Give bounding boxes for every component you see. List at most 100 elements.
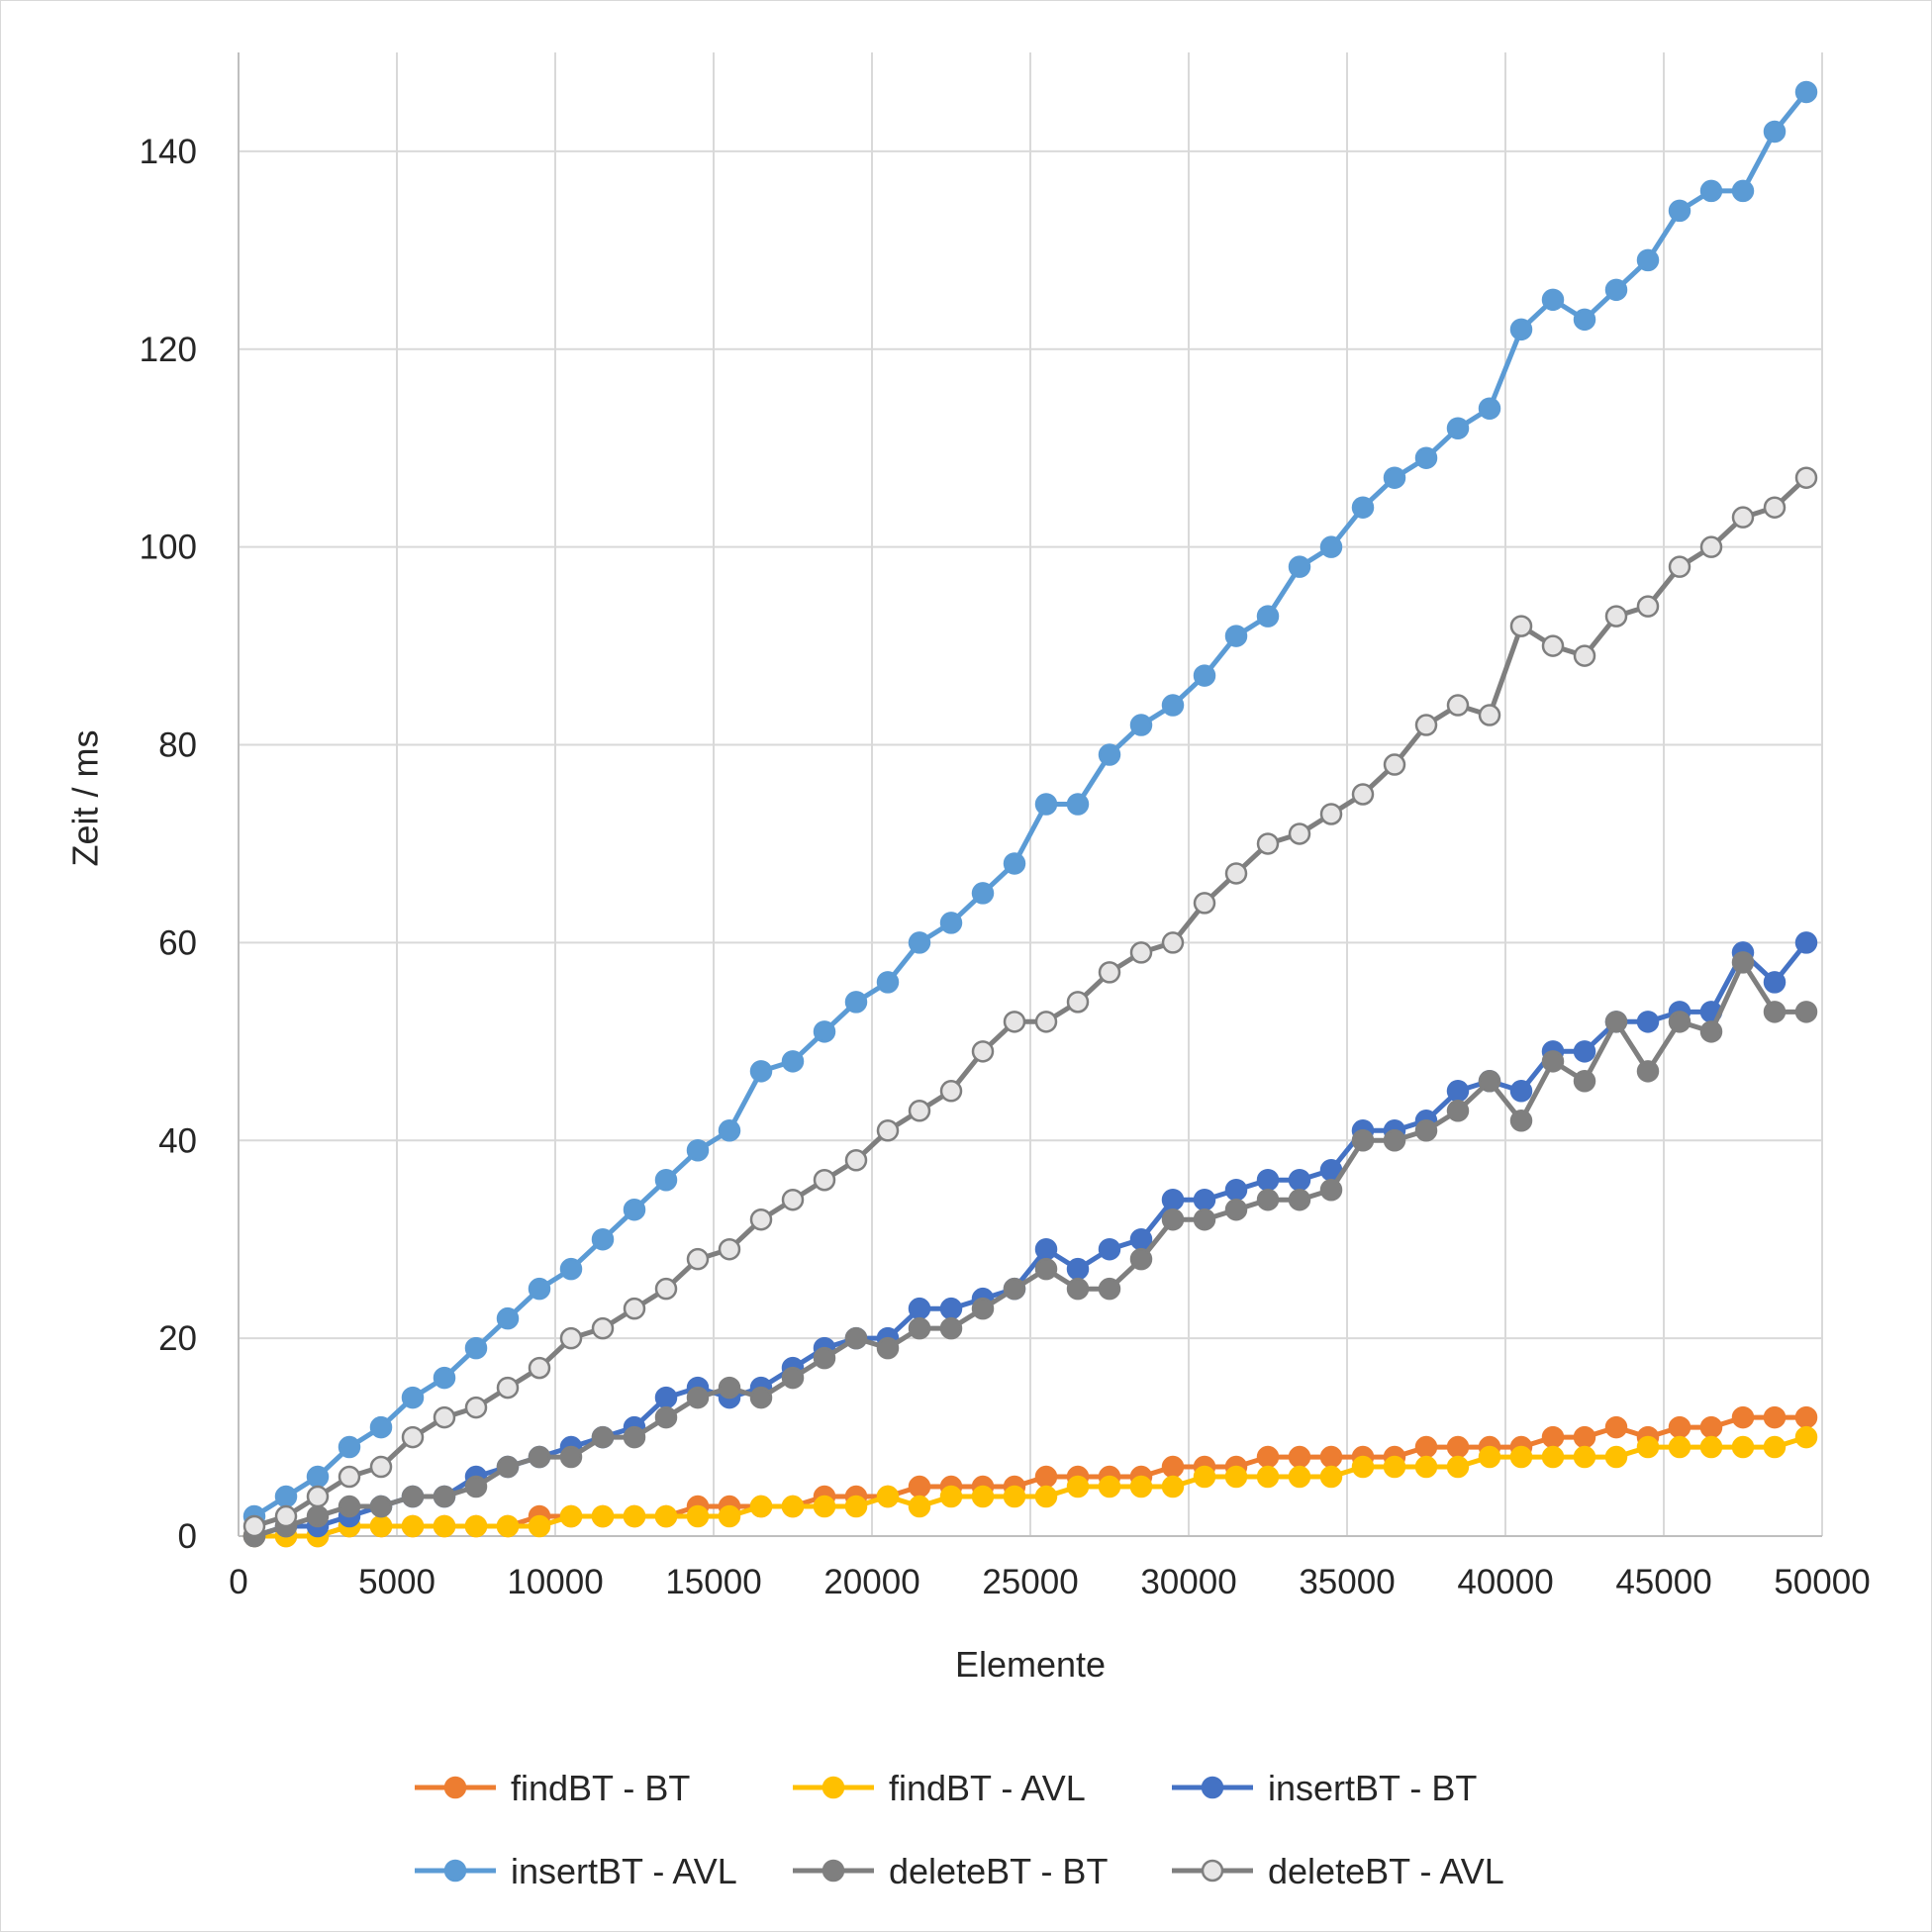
data-point: [1066, 991, 1090, 1014]
data-point: [718, 1376, 741, 1400]
legend-marker: [1201, 1776, 1224, 1799]
data-point: [1319, 1465, 1343, 1489]
y-tick-label: 60: [158, 923, 197, 962]
data-point: [1763, 1405, 1787, 1429]
data-point: [908, 1100, 931, 1122]
data-point: [1098, 1237, 1121, 1261]
data-point: [496, 1514, 520, 1538]
data-point: [401, 1425, 425, 1449]
data-point: [1003, 1011, 1026, 1033]
data-point: [464, 1396, 488, 1419]
data-point: [401, 1485, 425, 1508]
data-point: [1161, 931, 1185, 954]
data-point: [908, 1297, 931, 1320]
data-point: [1794, 1425, 1818, 1449]
x-tick-label: 5000: [358, 1563, 435, 1601]
data-point: [623, 1198, 646, 1221]
data-point: [401, 1386, 425, 1409]
data-point: [908, 1316, 931, 1340]
data-point: [686, 1139, 710, 1162]
data-point: [686, 1247, 710, 1271]
data-point: [1478, 1070, 1501, 1093]
data-point: [939, 1297, 963, 1320]
data-point: [1668, 1415, 1691, 1439]
data-point: [939, 1316, 963, 1340]
data-point: [1763, 496, 1787, 519]
data-point: [559, 1504, 583, 1528]
data-point: [1636, 595, 1660, 618]
data-point: [939, 912, 963, 934]
data-point: [1351, 783, 1375, 806]
data-point: [1509, 1445, 1533, 1469]
data-point: [1129, 1247, 1153, 1271]
data-point: [844, 1326, 868, 1350]
data-point: [369, 1415, 393, 1439]
data-point: [1604, 1415, 1628, 1439]
data-point: [1699, 1020, 1723, 1043]
data-point: [1066, 1257, 1090, 1281]
data-point: [1794, 931, 1818, 954]
legend-item: deleteBT - BT: [793, 1851, 1108, 1891]
data-point: [1161, 1188, 1185, 1211]
y-tick-label: 40: [158, 1121, 197, 1160]
tick-labels: 0 5000 10000 15000 20000 25000 30000 35000 40000…: [140, 133, 1871, 1601]
data-point: [528, 1356, 551, 1380]
data-point: [1193, 664, 1216, 687]
data-point: [1731, 179, 1755, 203]
data-point: [1098, 961, 1121, 984]
data-point: [274, 1504, 298, 1528]
data-point: [1763, 971, 1787, 994]
data-point: [781, 1050, 805, 1073]
data-point: [1129, 941, 1153, 964]
data-point: [1794, 80, 1818, 104]
data-point: [1383, 1455, 1406, 1479]
data-point: [1509, 1110, 1533, 1132]
data-point: [908, 931, 931, 954]
data-point: [274, 1485, 298, 1508]
data-point: [1161, 1208, 1185, 1231]
data-point: [496, 1306, 520, 1330]
data-point: [433, 1485, 456, 1508]
data-point: [654, 1277, 678, 1301]
data-point: [654, 1504, 678, 1528]
data-point: [1129, 1475, 1153, 1498]
data-point: [971, 1040, 995, 1063]
data-point: [528, 1445, 551, 1469]
x-tick-label: 25000: [982, 1563, 1078, 1601]
data-point: [623, 1425, 646, 1449]
data-point: [1446, 1080, 1470, 1103]
y-axis-title: Zeit / ms: [65, 729, 106, 866]
data-point: [1256, 1465, 1280, 1489]
data-point: [813, 1168, 836, 1192]
data-point: [1668, 199, 1691, 223]
data-point: [654, 1168, 678, 1192]
data-point: [306, 1504, 330, 1528]
data-point: [971, 882, 995, 905]
y-tick-label: 140: [140, 133, 197, 171]
data-point: [1383, 753, 1406, 776]
series-deletebt-avl: [242, 466, 1818, 1538]
data-point: [1066, 793, 1090, 816]
data-point: [1604, 278, 1628, 302]
data-point: [1351, 1455, 1375, 1479]
data-point: [1256, 605, 1280, 628]
data-point: [1478, 397, 1501, 421]
data-point: [1794, 466, 1818, 489]
data-point: [1414, 1435, 1438, 1459]
data-point: [1256, 832, 1280, 855]
data-point: [1794, 1405, 1818, 1429]
data-point: [686, 1386, 710, 1409]
data-point: [1224, 862, 1248, 885]
data-point: [1003, 1277, 1026, 1301]
data-point: [559, 1257, 583, 1281]
data-point: [1288, 1445, 1311, 1469]
data-point: [1003, 852, 1026, 875]
legend-marker: [1201, 1859, 1224, 1883]
y-tick-label: 0: [178, 1517, 197, 1556]
data-point: [1446, 1100, 1470, 1122]
data-point: [433, 1366, 456, 1390]
data-point: [1604, 605, 1628, 628]
data-point: [1288, 1465, 1311, 1489]
data-point: [1003, 1485, 1026, 1508]
